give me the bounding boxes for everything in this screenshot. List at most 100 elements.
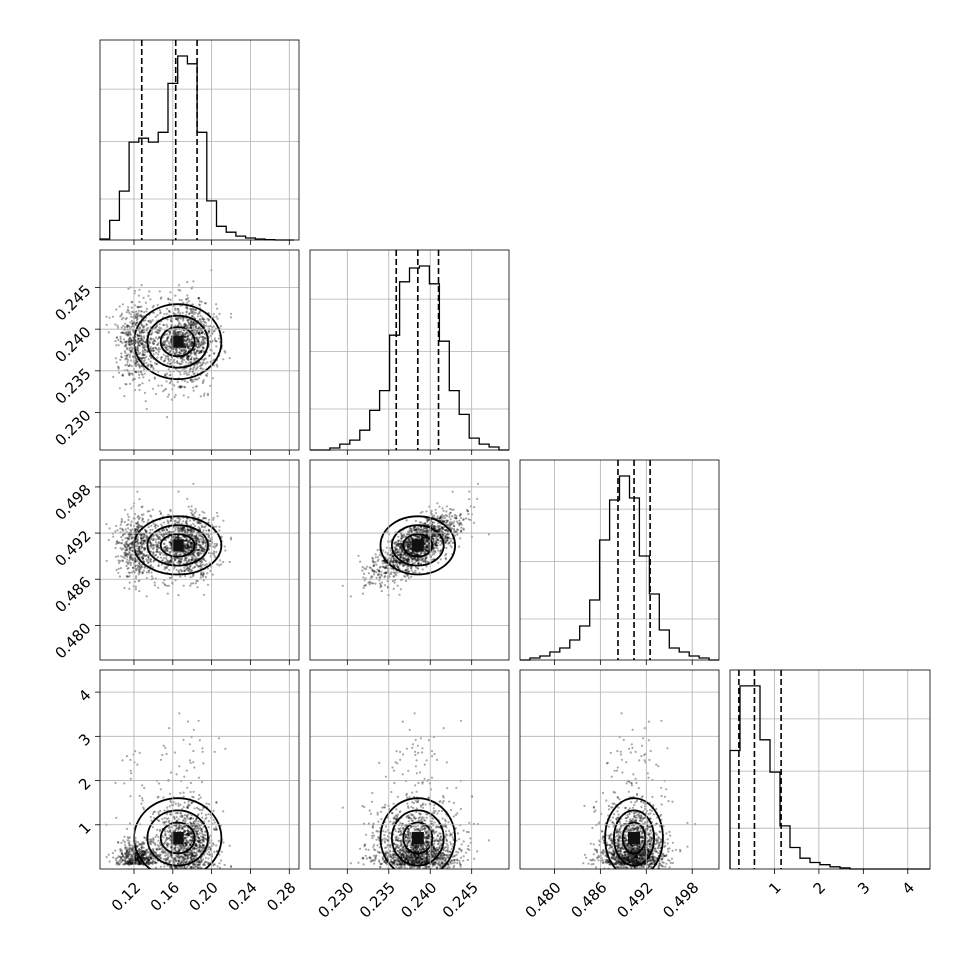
scatter-point (195, 367, 199, 370)
scatter-point (177, 311, 180, 314)
scatter-point (177, 320, 180, 323)
scatter-point (145, 577, 148, 580)
scatter-point (151, 340, 155, 344)
scatter-point (207, 325, 210, 328)
scatter-point (182, 301, 185, 304)
scatter-point (121, 555, 125, 559)
scatter-point (145, 534, 148, 537)
scatter-point (205, 529, 208, 532)
scatter-point (174, 579, 177, 582)
scatter-point (393, 559, 396, 562)
scatter-point (178, 322, 181, 325)
scatter-point (140, 341, 143, 344)
scatter-point (135, 528, 138, 532)
scatter-point (125, 553, 128, 557)
scatter-point (190, 528, 193, 531)
scatter-point (181, 331, 184, 334)
scatter-point (125, 326, 129, 329)
scatter-point (179, 568, 182, 571)
scatter-point (166, 355, 169, 358)
scatter-point (173, 332, 176, 335)
scatter-point (159, 552, 162, 556)
scatter-point (189, 343, 192, 346)
scatter-point (155, 544, 158, 547)
scatter-point (202, 541, 205, 544)
scatter-point (196, 365, 199, 368)
scatter-point (174, 331, 177, 334)
scatter-point (189, 519, 192, 522)
scatter-point (209, 544, 212, 547)
scatter-point (411, 560, 414, 563)
scatter-point (105, 315, 108, 318)
scatter-point (105, 323, 108, 326)
scatter-point (178, 347, 181, 351)
scatter-point (177, 490, 180, 493)
scatter-point (168, 541, 171, 544)
scatter-point (455, 517, 458, 520)
scatter-point (127, 518, 130, 522)
scatter-point (156, 356, 159, 359)
scatter-point (434, 533, 437, 536)
scatter-point (151, 319, 154, 322)
scatter-point (131, 300, 134, 304)
scatter-point (193, 558, 196, 561)
scatter-point (139, 547, 142, 550)
scatter-point (115, 568, 118, 572)
scatter-point (201, 345, 204, 349)
scatter-point (125, 552, 129, 555)
scatter-point (199, 335, 202, 339)
scatter-point (166, 549, 169, 552)
scatter-point (203, 548, 207, 551)
scatter-point (165, 323, 168, 326)
scatter-point (165, 547, 168, 551)
scatter-point (173, 566, 176, 569)
scatter-point (144, 319, 147, 322)
scatter-point (212, 330, 215, 333)
scatter-point (149, 558, 152, 561)
scatter-point (136, 490, 139, 493)
scatter-point (449, 521, 452, 524)
scatter-point (200, 331, 203, 335)
scatter-point (384, 561, 387, 564)
scatter-point (115, 308, 118, 311)
scatter-point (184, 306, 187, 309)
scatter-point (158, 535, 161, 539)
scatter-point (179, 332, 182, 335)
scatter-point (131, 324, 134, 327)
scatter-point (184, 346, 187, 350)
scatter-point (395, 561, 398, 564)
scatter-point (192, 553, 195, 556)
scatter-point (195, 336, 198, 339)
scatter-point (395, 551, 398, 555)
scatter-point (142, 356, 145, 359)
scatter-point (154, 554, 157, 557)
scatter-point (162, 340, 165, 343)
scatter-point (190, 569, 193, 572)
scatter-point (420, 535, 423, 538)
scatter-point (183, 332, 186, 336)
scatter-point (182, 332, 185, 335)
scatter-point (193, 331, 196, 334)
scatter-point (130, 530, 133, 533)
scatter-point (115, 361, 118, 364)
scatter-point (230, 536, 233, 539)
scatter-point (185, 561, 188, 564)
scatter-point (212, 316, 215, 319)
scatter-point (409, 542, 412, 546)
scatter-point (165, 545, 168, 548)
scatter-point (164, 346, 167, 349)
scatter-point (184, 559, 187, 562)
scatter-point (139, 310, 143, 313)
scatter-point (203, 302, 206, 305)
scatter-point (168, 342, 171, 345)
scatter-point (130, 507, 133, 510)
scatter-point (207, 529, 211, 532)
scatter-point (150, 543, 153, 546)
scatter-point (130, 341, 133, 344)
scatter-point (395, 561, 398, 564)
scatter-point (441, 526, 444, 530)
scatter-point (189, 545, 192, 549)
scatter-point (169, 345, 172, 348)
scatter-point (154, 538, 158, 541)
scatter-point (117, 541, 120, 544)
